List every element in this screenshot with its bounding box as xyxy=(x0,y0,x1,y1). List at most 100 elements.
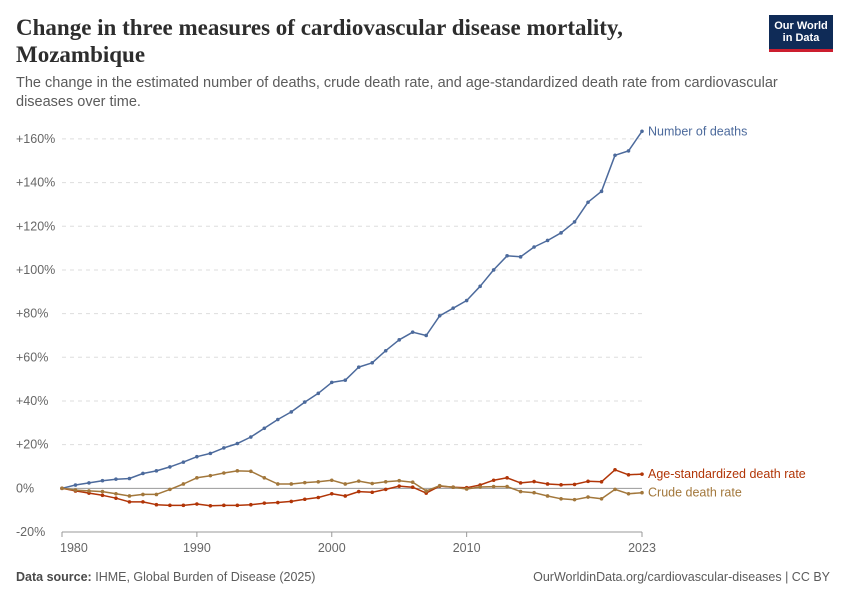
data-point[interactable] xyxy=(127,500,132,504)
data-point[interactable] xyxy=(356,489,361,494)
data-point[interactable] xyxy=(370,490,375,495)
data-point[interactable] xyxy=(181,503,186,508)
data-point[interactable] xyxy=(545,494,550,498)
data-point[interactable] xyxy=(572,482,577,487)
data-point[interactable] xyxy=(599,479,604,484)
data-point[interactable] xyxy=(478,485,482,489)
data-point[interactable] xyxy=(491,268,496,272)
data-point[interactable] xyxy=(437,483,442,488)
data-point[interactable] xyxy=(397,478,402,483)
data-point[interactable] xyxy=(383,487,388,492)
data-point[interactable] xyxy=(383,348,388,353)
data-point[interactable] xyxy=(640,490,644,495)
data-point[interactable] xyxy=(464,487,469,491)
data-point[interactable] xyxy=(100,489,105,494)
data-point[interactable] xyxy=(613,487,617,492)
data-point[interactable] xyxy=(599,497,604,501)
data-point[interactable] xyxy=(222,471,226,475)
data-point[interactable] xyxy=(154,492,159,497)
data-point[interactable] xyxy=(518,255,523,259)
data-point[interactable] xyxy=(316,495,321,500)
data-point[interactable] xyxy=(505,484,509,489)
data-point[interactable] xyxy=(572,220,577,224)
series-deaths[interactable] xyxy=(60,129,644,491)
data-point[interactable] xyxy=(141,500,145,504)
data-point[interactable] xyxy=(613,153,617,158)
data-point[interactable] xyxy=(316,391,321,396)
data-point[interactable] xyxy=(100,478,105,483)
series-line[interactable] xyxy=(61,469,643,507)
data-point[interactable] xyxy=(127,494,132,498)
data-point[interactable] xyxy=(370,481,375,486)
data-point[interactable] xyxy=(249,435,253,439)
data-point[interactable] xyxy=(262,476,267,480)
data-point[interactable] xyxy=(87,489,91,493)
data-point[interactable] xyxy=(235,441,240,446)
data-point[interactable] xyxy=(545,238,550,243)
data-point[interactable] xyxy=(154,502,159,507)
data-point[interactable] xyxy=(195,476,199,480)
data-point[interactable] xyxy=(383,479,388,484)
data-point[interactable] xyxy=(424,489,428,493)
series-age-standardized[interactable] xyxy=(60,467,644,508)
data-point[interactable] xyxy=(302,497,307,502)
data-point[interactable] xyxy=(424,333,428,338)
data-point[interactable] xyxy=(141,471,145,476)
data-point[interactable] xyxy=(168,503,172,508)
data-point[interactable] xyxy=(222,446,226,450)
data-point[interactable] xyxy=(626,472,631,477)
data-point[interactable] xyxy=(532,490,536,495)
data-point[interactable] xyxy=(518,481,523,485)
data-point[interactable] xyxy=(154,469,159,473)
series-line[interactable] xyxy=(61,130,643,490)
data-point[interactable] xyxy=(141,492,145,497)
data-point[interactable] xyxy=(222,503,226,508)
data-point[interactable] xyxy=(181,460,186,464)
data-point[interactable] xyxy=(168,487,172,492)
data-point[interactable] xyxy=(491,478,496,483)
data-point[interactable] xyxy=(505,476,509,480)
data-point[interactable] xyxy=(505,253,509,258)
data-point[interactable] xyxy=(73,488,78,492)
data-point[interactable] xyxy=(329,491,334,496)
data-point[interactable] xyxy=(343,378,348,383)
source-url[interactable]: OurWorldinData.org/cardiovascular-diseas… xyxy=(533,570,830,584)
data-point[interactable] xyxy=(464,298,469,303)
data-point[interactable] xyxy=(437,314,442,318)
data-point[interactable] xyxy=(410,485,415,490)
data-point[interactable] xyxy=(168,465,172,469)
data-point[interactable] xyxy=(586,200,590,205)
data-point[interactable] xyxy=(87,481,91,485)
data-point[interactable] xyxy=(356,479,361,483)
data-point[interactable] xyxy=(451,306,455,310)
data-point[interactable] xyxy=(302,400,307,404)
data-point[interactable] xyxy=(276,500,280,505)
data-point[interactable] xyxy=(114,496,118,500)
data-point[interactable] xyxy=(114,477,118,481)
data-point[interactable] xyxy=(559,497,563,501)
data-point[interactable] xyxy=(181,482,186,486)
data-point[interactable] xyxy=(518,489,523,494)
data-point[interactable] xyxy=(60,486,64,491)
data-point[interactable] xyxy=(370,360,375,365)
data-point[interactable] xyxy=(208,451,213,456)
series-line[interactable] xyxy=(61,470,643,501)
data-point[interactable] xyxy=(329,478,334,483)
data-point[interactable] xyxy=(640,472,644,476)
data-point[interactable] xyxy=(599,189,604,194)
data-point[interactable] xyxy=(289,482,294,486)
data-point[interactable] xyxy=(410,330,415,334)
data-point[interactable] xyxy=(195,502,199,506)
data-point[interactable] xyxy=(559,231,563,235)
owid-logo[interactable]: Our World in Data xyxy=(769,15,833,52)
data-point[interactable] xyxy=(289,410,294,414)
data-point[interactable] xyxy=(343,482,348,486)
data-point[interactable] xyxy=(249,502,253,507)
data-point[interactable] xyxy=(235,503,240,508)
data-point[interactable] xyxy=(626,149,631,153)
data-point[interactable] xyxy=(397,338,402,342)
data-point[interactable] xyxy=(276,482,280,486)
data-point[interactable] xyxy=(302,480,307,485)
data-point[interactable] xyxy=(613,467,617,472)
series-crude[interactable] xyxy=(60,469,644,502)
